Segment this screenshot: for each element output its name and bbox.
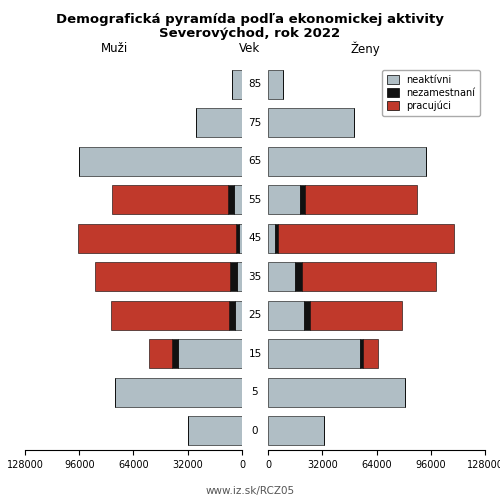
Text: 45: 45 <box>248 233 262 243</box>
Bar <box>268 416 324 445</box>
Bar <box>310 301 402 330</box>
Bar <box>268 147 426 176</box>
Bar <box>188 416 242 445</box>
Bar <box>268 378 406 406</box>
Text: 25: 25 <box>248 310 262 320</box>
Bar <box>300 186 306 214</box>
Text: Muži: Muži <box>102 42 128 56</box>
Text: 0: 0 <box>252 426 258 436</box>
Text: 55: 55 <box>248 194 262 205</box>
Bar <box>79 147 242 176</box>
Bar <box>278 224 454 252</box>
Bar <box>78 224 236 252</box>
Bar <box>236 224 238 252</box>
Bar <box>363 340 378 368</box>
Text: Demografická pyramída podľa ekonomickej aktivity
Severovýchod, rok 2022: Demografická pyramída podľa ekonomickej … <box>56 12 444 40</box>
Bar <box>306 186 417 214</box>
Bar <box>304 301 310 330</box>
Bar <box>235 301 242 330</box>
Text: 35: 35 <box>248 272 262 282</box>
Text: 65: 65 <box>248 156 262 166</box>
Bar <box>110 301 230 330</box>
Text: 85: 85 <box>248 79 262 89</box>
Bar <box>275 224 278 252</box>
Bar <box>232 70 242 98</box>
Bar <box>268 186 300 214</box>
Bar <box>268 224 275 252</box>
Text: 75: 75 <box>248 118 262 128</box>
Bar <box>268 340 360 368</box>
Text: Vek: Vek <box>240 42 260 56</box>
Bar <box>268 70 283 98</box>
Bar <box>295 262 302 291</box>
Bar <box>172 340 178 368</box>
Bar <box>112 186 228 214</box>
Bar <box>178 340 242 368</box>
Bar <box>148 340 172 368</box>
Bar <box>360 340 363 368</box>
Bar <box>228 186 234 214</box>
Bar <box>238 224 242 252</box>
Bar <box>94 262 230 291</box>
Text: Ženy: Ženy <box>350 41 380 56</box>
Bar <box>115 378 242 406</box>
Text: www.iz.sk/RCZ05: www.iz.sk/RCZ05 <box>206 486 294 496</box>
Bar <box>268 108 354 137</box>
Bar <box>237 262 242 291</box>
Bar <box>234 186 242 214</box>
Bar <box>196 108 242 137</box>
Bar <box>268 301 304 330</box>
Text: 15: 15 <box>248 349 262 359</box>
Legend: neaktívni, nezamestnaní, pracujúci: neaktívni, nezamestnaní, pracujúci <box>382 70 480 116</box>
Bar <box>230 262 237 291</box>
Bar <box>268 262 295 291</box>
Bar <box>302 262 436 291</box>
Text: 5: 5 <box>252 387 258 397</box>
Bar <box>230 301 235 330</box>
